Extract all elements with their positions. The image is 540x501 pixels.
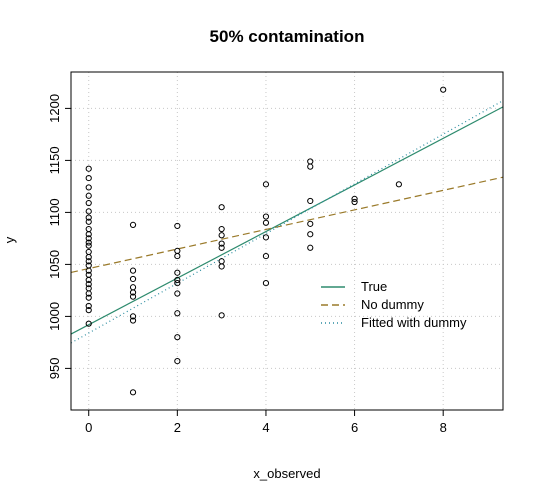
data-point bbox=[129, 267, 137, 274]
data-point bbox=[129, 275, 137, 283]
data-point bbox=[85, 302, 92, 310]
data-point bbox=[174, 334, 181, 341]
data-point bbox=[174, 290, 181, 297]
fit-line bbox=[70, 106, 504, 335]
data-point bbox=[174, 252, 181, 260]
data-point bbox=[85, 254, 92, 261]
fit-line bbox=[70, 176, 504, 274]
data-point bbox=[218, 263, 225, 270]
data-point bbox=[218, 240, 225, 247]
fit-line bbox=[70, 100, 504, 344]
data-point bbox=[262, 252, 270, 260]
legend: True No dummy Fitted with dummy bbox=[321, 279, 467, 330]
data-point bbox=[307, 158, 314, 165]
y-tick-label: 1000 bbox=[47, 302, 62, 331]
chart-title: 50% contamination bbox=[210, 27, 365, 46]
x-tick-label: 0 bbox=[85, 420, 92, 435]
data-point bbox=[85, 281, 92, 288]
data-point bbox=[129, 221, 137, 228]
data-point bbox=[129, 317, 137, 324]
data-point bbox=[307, 163, 314, 170]
data-point bbox=[174, 310, 181, 317]
data-point bbox=[174, 280, 181, 287]
data-point bbox=[85, 242, 92, 249]
data-point bbox=[85, 174, 92, 182]
data-point bbox=[85, 218, 92, 225]
data-point bbox=[85, 320, 92, 327]
data-point bbox=[85, 225, 92, 233]
data-point bbox=[85, 235, 92, 242]
data-point bbox=[262, 280, 270, 287]
data-points bbox=[85, 86, 447, 396]
data-point bbox=[351, 198, 358, 206]
data-point bbox=[262, 234, 270, 241]
x-axis-label: x_observed bbox=[253, 466, 320, 481]
x-tick-label: 4 bbox=[262, 420, 269, 435]
data-point bbox=[129, 313, 137, 320]
data-point bbox=[307, 220, 314, 227]
data-point bbox=[307, 244, 314, 251]
grid bbox=[71, 72, 503, 410]
data-point bbox=[129, 389, 137, 396]
legend-label: Fitted with dummy bbox=[361, 315, 467, 330]
data-point bbox=[174, 269, 181, 276]
y-tick-label: 1150 bbox=[47, 146, 62, 174]
fit-lines bbox=[70, 100, 504, 344]
data-point bbox=[262, 181, 270, 188]
data-point bbox=[218, 312, 225, 319]
plot-frame bbox=[70, 71, 504, 411]
data-point bbox=[85, 199, 92, 207]
data-point bbox=[262, 213, 270, 220]
data-point bbox=[129, 293, 137, 300]
data-point bbox=[307, 231, 314, 238]
data-point bbox=[351, 195, 358, 202]
x-tick-label: 6 bbox=[351, 420, 358, 435]
x-tick-label: 8 bbox=[440, 420, 447, 435]
legend-label: No dummy bbox=[361, 297, 424, 312]
y-tick-label: 1200 bbox=[47, 94, 62, 123]
data-point bbox=[85, 184, 92, 191]
data-point bbox=[85, 290, 92, 297]
y-tick-label: 1100 bbox=[47, 198, 62, 226]
y-axis-label: y bbox=[2, 236, 17, 243]
data-point bbox=[174, 276, 181, 284]
data-point bbox=[218, 232, 225, 239]
x-axis: 0 2 4 6 8 bbox=[85, 410, 447, 435]
data-point bbox=[129, 289, 137, 296]
legend-label: True bbox=[361, 279, 387, 294]
data-point bbox=[85, 192, 92, 199]
data-point bbox=[85, 267, 92, 274]
data-point bbox=[129, 284, 137, 291]
y-tick-label: 1050 bbox=[47, 250, 62, 279]
data-point bbox=[218, 244, 225, 251]
data-point bbox=[218, 204, 225, 211]
data-point bbox=[174, 358, 181, 365]
data-point bbox=[395, 181, 402, 188]
data-point bbox=[85, 276, 92, 284]
data-point bbox=[85, 294, 92, 301]
data-point bbox=[85, 231, 92, 238]
data-point bbox=[85, 165, 92, 172]
data-point bbox=[218, 225, 225, 233]
data-point bbox=[218, 258, 225, 265]
y-axis: 950 1000 1050 1100 1150 1200 bbox=[47, 94, 71, 379]
data-point bbox=[85, 208, 92, 215]
data-point bbox=[174, 222, 181, 230]
data-point bbox=[262, 219, 270, 226]
data-point bbox=[307, 197, 314, 205]
data-point bbox=[85, 239, 92, 246]
data-point bbox=[440, 86, 447, 93]
data-point bbox=[85, 307, 92, 314]
y-tick-label: 950 bbox=[47, 358, 62, 380]
x-tick-label: 2 bbox=[174, 420, 181, 435]
data-point bbox=[85, 214, 92, 221]
data-point bbox=[85, 248, 92, 256]
data-point bbox=[85, 258, 92, 265]
